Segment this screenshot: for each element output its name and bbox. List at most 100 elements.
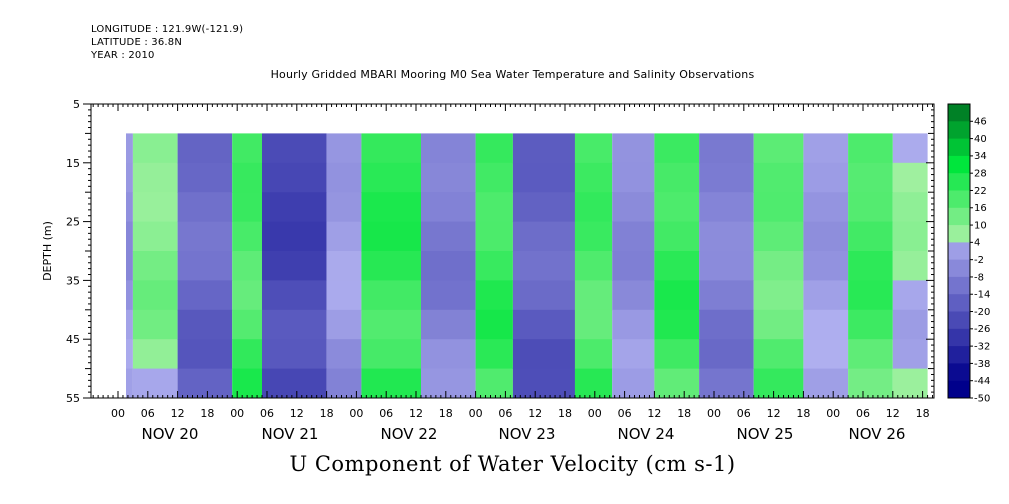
x-tick-label: 00 — [349, 407, 363, 420]
heatmap-cell — [361, 339, 421, 370]
heatmap-cell — [574, 339, 613, 370]
x-tick-label: 00 — [707, 407, 721, 420]
heatmap-cell — [892, 162, 928, 193]
heatmap-cell — [232, 368, 262, 399]
heatmap-cell — [177, 133, 233, 164]
x-tick-label: 06 — [737, 407, 751, 420]
heatmap-cell — [232, 133, 262, 164]
heatmap-cell — [132, 280, 178, 311]
colorbar-swatch — [948, 190, 970, 209]
heatmap-cell — [612, 251, 655, 281]
heatmap-cell — [326, 133, 362, 164]
colorbar-swatch — [948, 242, 970, 261]
heatmap-cell — [232, 339, 262, 370]
heatmap-cell — [232, 221, 262, 252]
x-tick-label: 12 — [528, 407, 542, 420]
heatmap-cell — [475, 162, 513, 193]
x-day-label: NOV 23 — [499, 425, 556, 443]
heatmap-cell — [326, 251, 362, 281]
heatmap-cell — [512, 280, 575, 311]
colorbar-label: 22 — [974, 186, 987, 197]
heatmap-cell — [421, 280, 476, 311]
heatmap-cell — [177, 192, 233, 223]
y-tick-label: 35 — [66, 274, 80, 287]
heatmap-cell — [421, 192, 476, 223]
colorbar-label: -38 — [974, 359, 990, 370]
heatmap-cell — [654, 339, 700, 370]
heatmap-cell — [753, 280, 804, 311]
heatmap-cell — [361, 309, 421, 340]
heatmap-cell — [132, 162, 178, 193]
heatmap-cell — [612, 280, 655, 311]
heatmap-cell — [574, 309, 613, 340]
heatmap-cell — [232, 162, 262, 193]
heatmap-cell — [132, 339, 178, 370]
y-axis-label: DEPTH (m) — [41, 221, 54, 281]
heatmap-cell — [892, 133, 928, 164]
heatmap-cell — [892, 339, 928, 370]
x-day-label: NOV 24 — [618, 425, 675, 443]
heatmap-cell — [654, 221, 700, 252]
heatmap-cell — [612, 368, 655, 399]
heatmap-cells — [126, 133, 928, 399]
colorbar-swatch — [948, 294, 970, 312]
heatmap-cell — [126, 251, 133, 281]
x-tick-label: 00 — [230, 407, 244, 420]
colorbar: 46 40 34 28 22 16 10 4 -2 -8 -14 -20 -26 -32 -38 -44 -50 — [947, 103, 990, 404]
heatmap-cell — [361, 221, 421, 252]
x-tick-label: 12 — [886, 407, 900, 420]
heatmap-cell — [132, 221, 178, 252]
heatmap-cell — [262, 309, 327, 340]
heatmap-cell — [177, 309, 233, 340]
heatmap-cell — [753, 368, 804, 399]
heatmap-cell — [475, 251, 513, 281]
heatmap-cell — [699, 162, 754, 193]
heatmap-cell — [421, 133, 476, 164]
x-tick-label: 18 — [796, 407, 810, 420]
colorbar-swatch — [948, 311, 970, 330]
colorbar-label: 4 — [974, 238, 980, 249]
heatmap-cell — [753, 192, 804, 223]
heatmap-cell — [848, 192, 893, 223]
heatmap-cell — [132, 309, 178, 340]
x-tick-label: 06 — [856, 407, 870, 420]
heatmap-cell — [262, 368, 327, 399]
heatmap-cell — [574, 133, 613, 164]
heatmap-cell — [512, 251, 575, 281]
colorbar-swatch — [948, 225, 970, 243]
heatmap-cell — [892, 192, 928, 223]
colorbar-label: 10 — [974, 220, 987, 231]
x-axis: 00 06 12 18 00 06 12 18 00 06 12 18 00 06 12 18 00 06 12 18… — [92, 104, 934, 443]
x-tick-label: 12 — [767, 407, 781, 420]
heatmap-cell — [177, 221, 233, 252]
colorbar-label: -14 — [974, 290, 990, 301]
x-day-label: NOV 20 — [142, 425, 199, 443]
heatmap-cell — [262, 251, 327, 281]
x-tick-label: 12 — [409, 407, 423, 420]
colorbar-label: 16 — [974, 203, 987, 214]
heatmap-cell — [421, 162, 476, 193]
heatmap-cell — [361, 133, 421, 164]
colorbar-label: -8 — [974, 272, 984, 283]
heatmap-cell — [512, 192, 575, 223]
heatmap-cell — [126, 280, 133, 311]
heatmap-cell — [612, 162, 655, 193]
heatmap-cell — [803, 133, 849, 164]
x-tick-label: 00 — [588, 407, 602, 420]
heatmap-cell — [262, 339, 327, 370]
x-day-label: NOV 21 — [262, 425, 319, 443]
heatmap-cell — [262, 280, 327, 311]
y-tick-label: 45 — [66, 333, 80, 346]
y-tick-label: 55 — [66, 392, 80, 405]
heatmap-cell — [421, 251, 476, 281]
heatmap-cell — [177, 368, 233, 399]
heatmap-cell — [699, 368, 754, 399]
x-day-label: NOV 22 — [381, 425, 438, 443]
heatmap-cell — [126, 309, 133, 340]
heatmap-cell — [803, 251, 849, 281]
colorbar-swatch — [948, 259, 970, 278]
heatmap-cell — [132, 251, 178, 281]
heatmap-cell — [892, 280, 928, 311]
heatmap-cell — [421, 368, 476, 399]
x-tick-label: 12 — [290, 407, 304, 420]
